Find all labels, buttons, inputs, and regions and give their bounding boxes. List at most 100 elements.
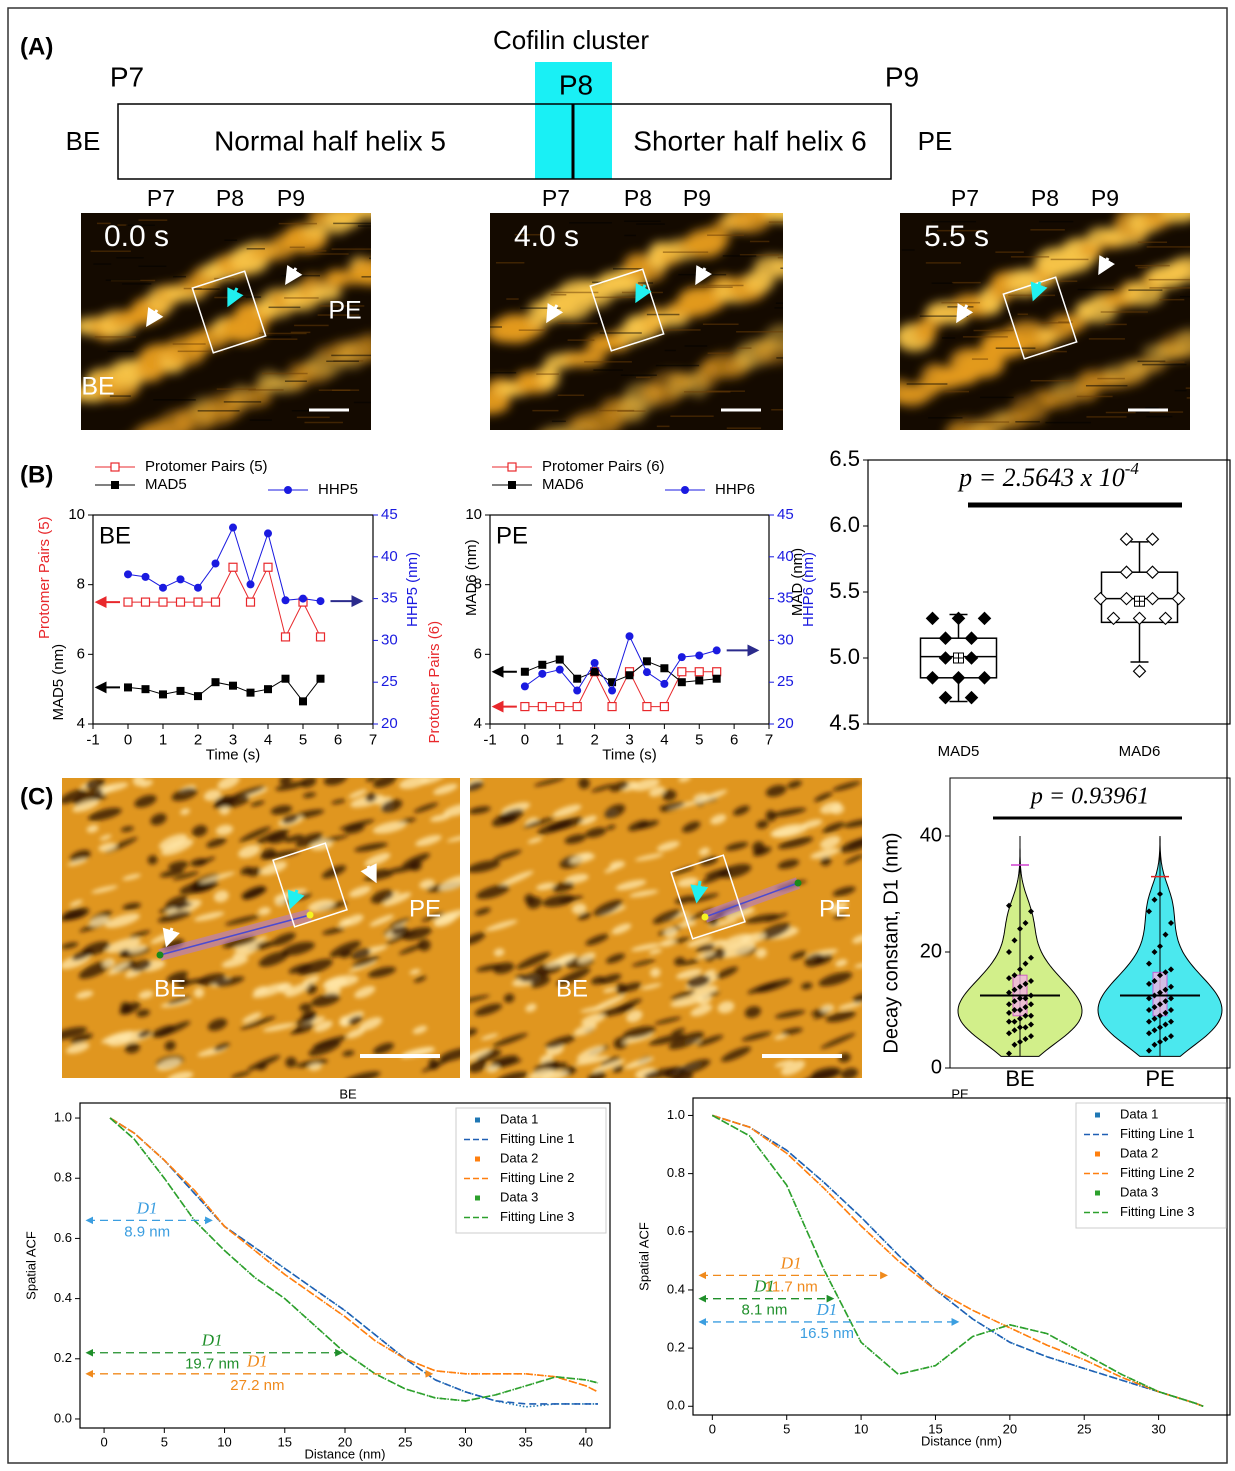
point: [1146, 980, 1152, 987]
texture-blob: [818, 972, 853, 987]
point: [555, 701, 565, 712]
texture-blob: [622, 1026, 656, 1039]
afm-streak: [96, 222, 111, 225]
afm-streak: [624, 234, 637, 237]
afm-streak: [122, 283, 152, 285]
legend-symbol: [1095, 1190, 1100, 1196]
d1-value: 8.9 nm: [124, 1223, 170, 1240]
texture-blob: [678, 778, 691, 782]
texture-blob: [696, 1034, 724, 1047]
afm-streak: [520, 307, 561, 309]
point: [159, 690, 167, 699]
y-tick-label: 0.0: [667, 1398, 685, 1413]
texture-blob: [476, 884, 510, 900]
afm-streak: [107, 350, 134, 353]
caption: PE: [951, 1086, 969, 1101]
texture-blob: [433, 913, 458, 927]
texture-blob: [717, 1001, 735, 1014]
afm-streak: [951, 281, 981, 284]
texture-blob: [284, 834, 304, 843]
afm-streak: [281, 274, 320, 277]
legend-label: Fitting Line 1: [1120, 1126, 1194, 1141]
annotation: p = 0.93961: [1029, 784, 1149, 810]
texture-blob: [525, 1003, 537, 1012]
mean-cross: [953, 653, 964, 663]
point: [284, 486, 292, 494]
point: [590, 658, 599, 667]
d1-value: 27.2 nm: [230, 1377, 284, 1394]
texture-blob: [781, 1027, 803, 1035]
series-line: [109, 1117, 598, 1405]
afm-streak: [1174, 389, 1187, 392]
afm-streak: [1145, 407, 1159, 409]
texture-blob: [801, 819, 823, 829]
afm-streak: [624, 220, 661, 222]
point: [1119, 532, 1134, 546]
x-tick-label: PE: [1145, 1066, 1174, 1091]
texture-blob: [168, 861, 189, 871]
y-tick-label: 10: [68, 506, 85, 523]
texture-blob: [62, 911, 85, 921]
texture-blob: [222, 936, 258, 949]
point: [1006, 1030, 1012, 1037]
texture-blob: [359, 1017, 383, 1031]
point: [1145, 532, 1160, 546]
texture-blob: [72, 799, 100, 813]
texture-blob: [682, 821, 701, 833]
texture-blob: [755, 948, 767, 959]
afm-streak: [906, 383, 948, 385]
y-tick-label: 0.6: [54, 1230, 72, 1245]
texture-blob: [612, 1065, 624, 1073]
d1-symbol: D1: [753, 1277, 775, 1296]
point: [228, 562, 238, 572]
x-axis-label: Distance (nm): [305, 1447, 386, 1462]
texture-blob: [840, 1067, 858, 1078]
texture-blob: [470, 932, 486, 945]
x-axis-label: Time (s): [602, 746, 656, 763]
afm-streak: [214, 277, 235, 280]
point: [1162, 1009, 1169, 1016]
afm-streak: [663, 329, 701, 331]
texture-blob: [838, 1001, 862, 1010]
afm-streak: [263, 336, 292, 338]
point: [1157, 972, 1163, 979]
legend-label: Fitting Line 2: [1120, 1165, 1194, 1180]
texture-blob: [524, 893, 535, 904]
texture-blob: [765, 784, 787, 797]
texture-blob: [402, 927, 432, 941]
c-image-labels: BE PE BE PE: [154, 895, 851, 1002]
series-line: [712, 1114, 1204, 1408]
point: [1151, 949, 1158, 955]
texture-blob: [419, 879, 435, 889]
texture-blob: [698, 847, 710, 856]
afm-streak: [331, 354, 371, 357]
legend-label: Data 2: [1120, 1145, 1158, 1160]
y-axis-label: Protomer Pairs (5): [36, 516, 53, 639]
legend-box: [455, 1107, 607, 1234]
point: [159, 583, 167, 592]
legend-label: Data 1: [500, 1111, 538, 1126]
afm-streak: [1137, 360, 1166, 363]
texture-blob: [302, 792, 316, 798]
texture-blob: [159, 834, 188, 850]
y-tick-label: 1.0: [54, 1109, 72, 1124]
afm-streak: [655, 364, 700, 367]
afm-streak: [1085, 384, 1128, 387]
afm-blob: [118, 434, 160, 459]
texture-blob: [240, 1016, 276, 1030]
texture-blob: [340, 950, 352, 959]
d1-value: 16.5 nm: [800, 1325, 854, 1342]
point: [964, 690, 979, 705]
texture-blob: [485, 919, 518, 932]
texture-blob: [322, 927, 345, 935]
x-axis-label: Distance (nm): [921, 1434, 1002, 1449]
point: [141, 572, 150, 581]
point: [1151, 1027, 1158, 1034]
texture-blob: [433, 783, 458, 795]
panel-label: (B): [20, 461, 53, 488]
y2-tick-label: 40: [777, 548, 794, 565]
texture-blob: [389, 918, 410, 927]
texture-blob: [493, 948, 505, 957]
point: [229, 523, 237, 532]
texture-blob: [89, 916, 110, 927]
